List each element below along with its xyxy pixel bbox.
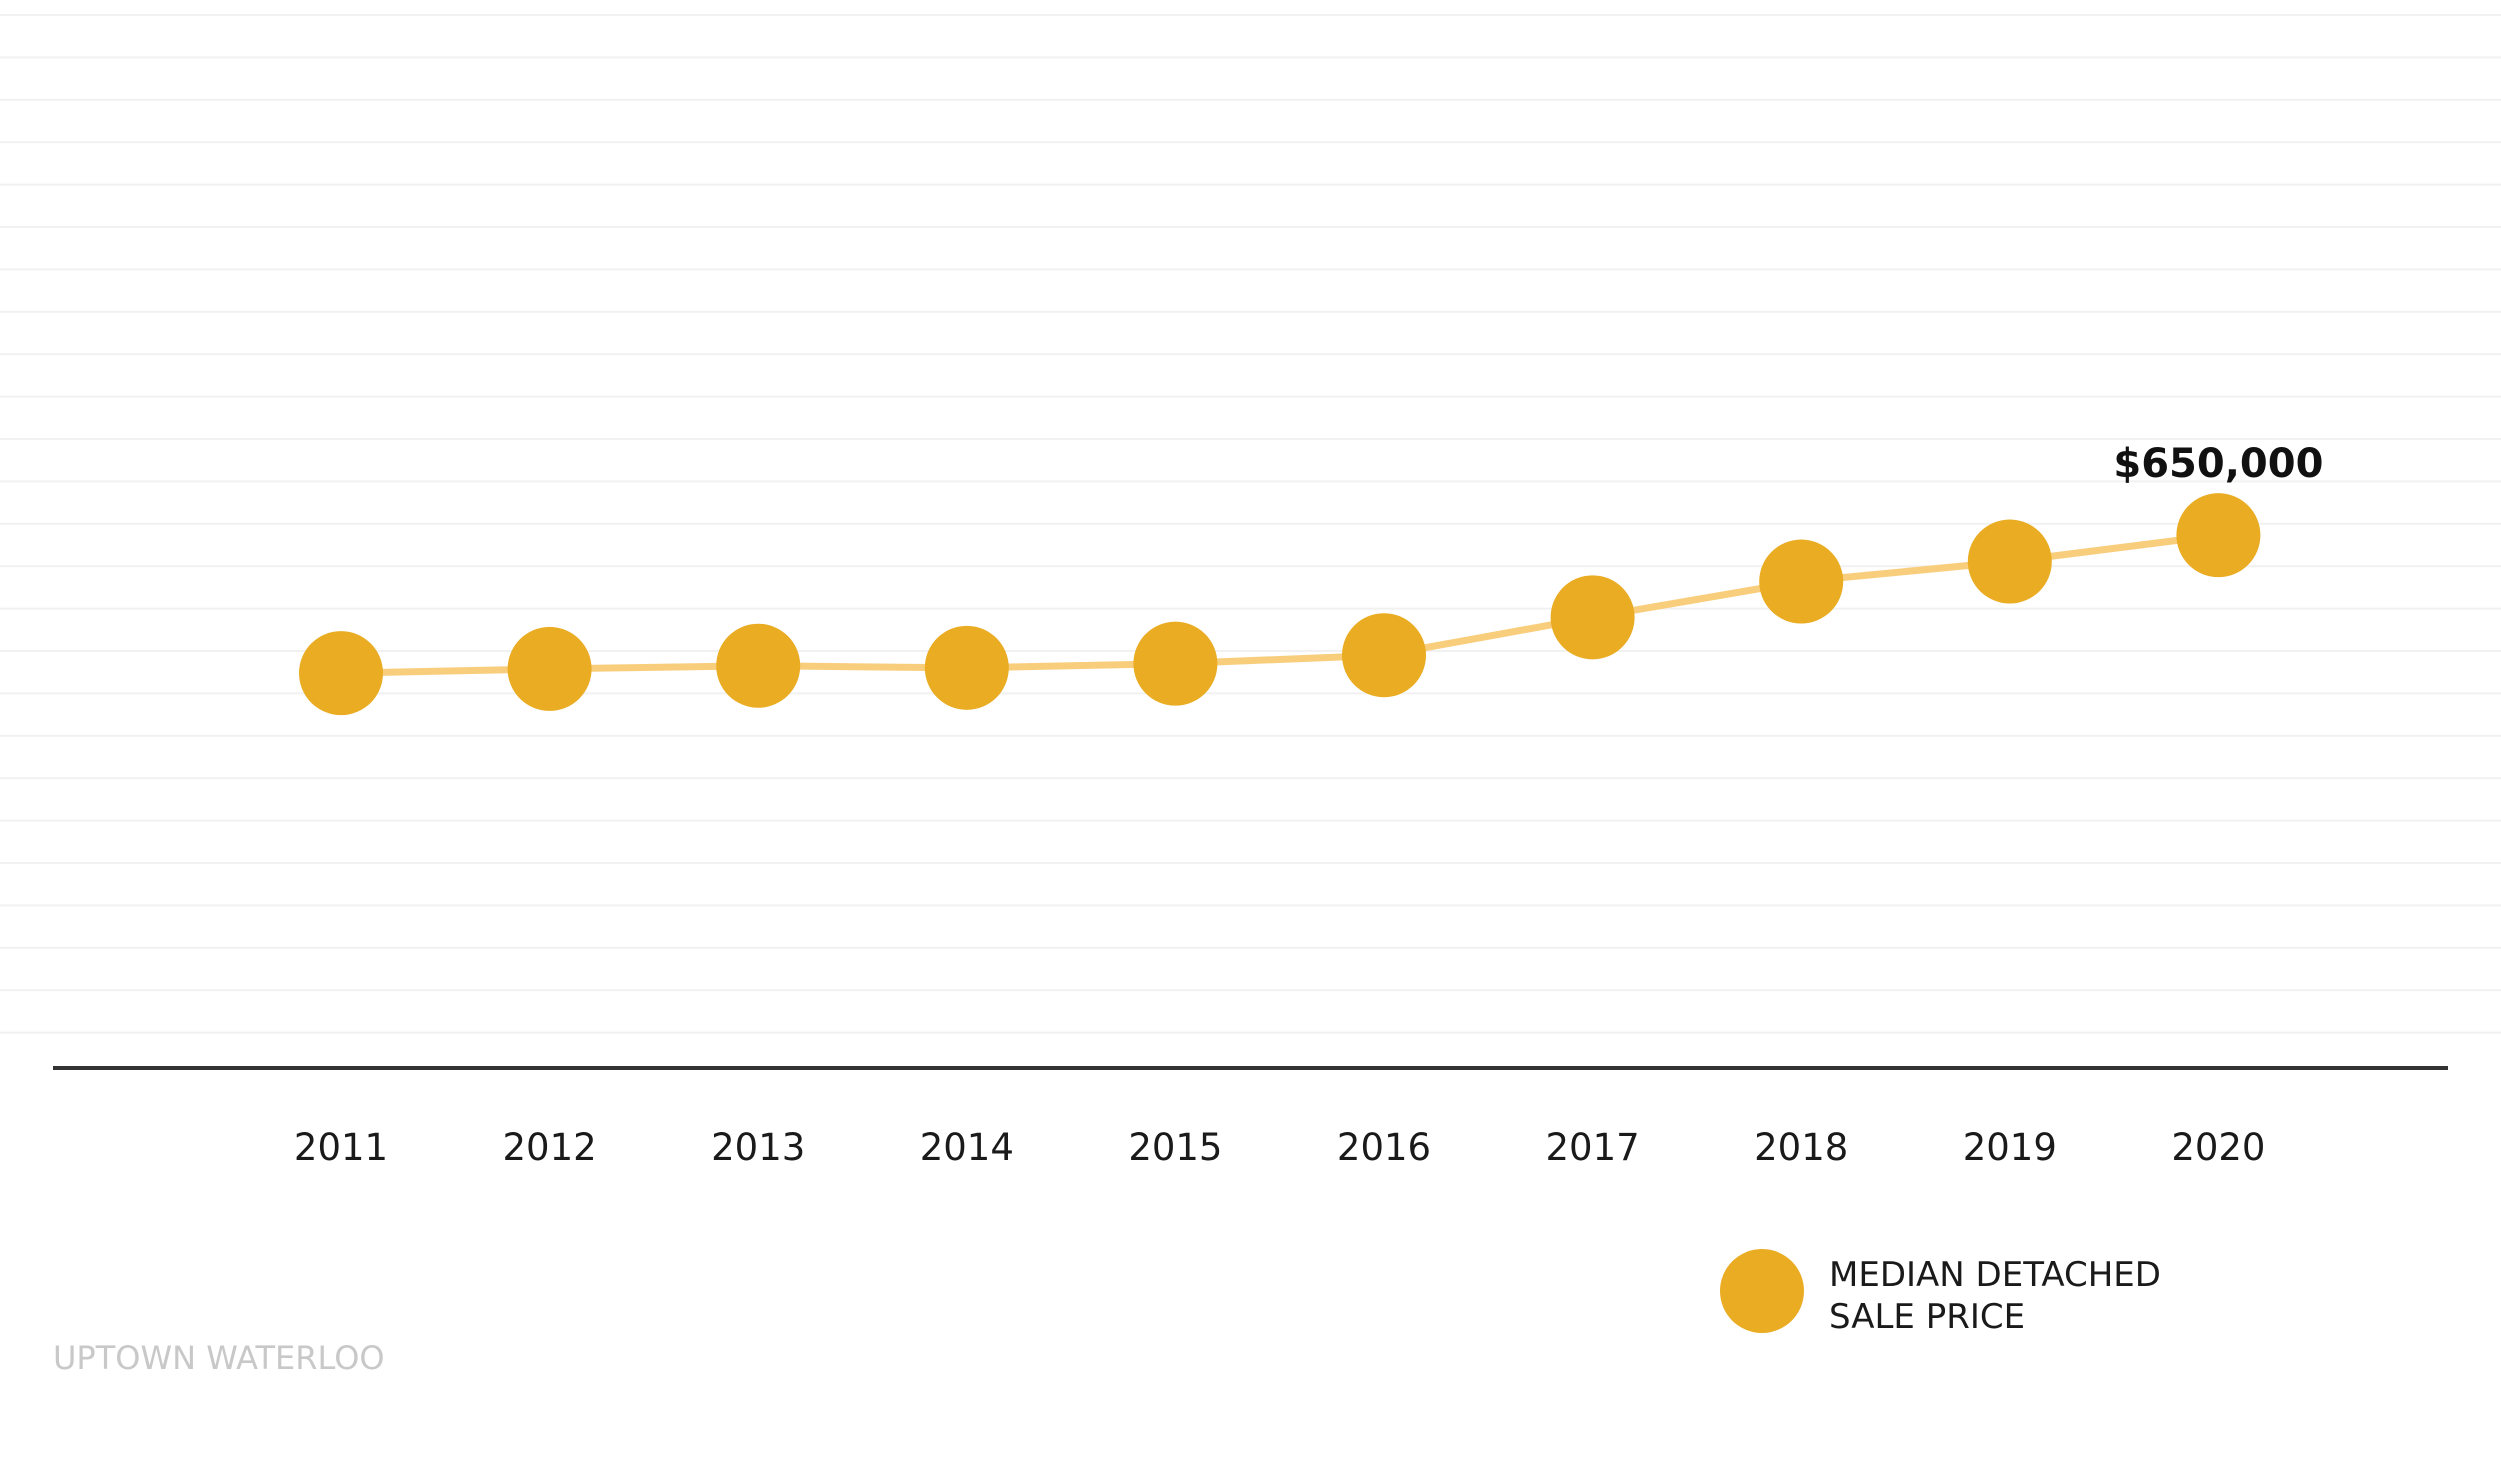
x-axis-tick-labels: 2011 2012 2013 2014 2015 2016 2017 2018 2019 2020 [294, 1126, 2266, 1169]
legend-label-line-1: MEDIAN DETACHED [1829, 1255, 2161, 1295]
x-tick-label: 2013 [711, 1126, 805, 1169]
x-tick-label: 2014 [920, 1126, 1014, 1169]
annotations: $650,000 [2113, 441, 2323, 487]
x-tick-label: 2020 [2171, 1126, 2265, 1169]
x-tick-label: 2017 [1546, 1126, 1640, 1169]
gridlines [0, 14, 2501, 1034]
data-points [299, 493, 2261, 716]
data-point [299, 631, 383, 716]
legend: MEDIAN DETACHED SALE PRICE [1720, 1249, 2161, 1337]
x-tick-label: 2016 [1337, 1126, 1431, 1169]
data-point [1967, 519, 2052, 604]
data-point [2176, 493, 2261, 578]
data-point [1759, 539, 1844, 624]
x-tick-label: 2018 [1754, 1126, 1848, 1169]
legend-label-line-2: SALE PRICE [1829, 1297, 2025, 1337]
legend-marker [1720, 1249, 1804, 1333]
x-tick-label: 2012 [503, 1126, 597, 1169]
data-point [1342, 613, 1426, 698]
x-tick-label: 2019 [1963, 1126, 2057, 1169]
x-tick-label: 2015 [1128, 1126, 1222, 1169]
data-point [716, 623, 801, 708]
data-point [507, 626, 592, 711]
data-point [924, 625, 1009, 710]
data-label: $650,000 [2113, 441, 2323, 487]
data-point [1550, 575, 1635, 660]
data-point [1133, 621, 1218, 706]
watermark-text: UPTOWN WATERLOO [53, 1339, 385, 1377]
x-tick-label: 2011 [294, 1126, 388, 1169]
series-line-median-detached-sale-price [337, 531, 2222, 677]
